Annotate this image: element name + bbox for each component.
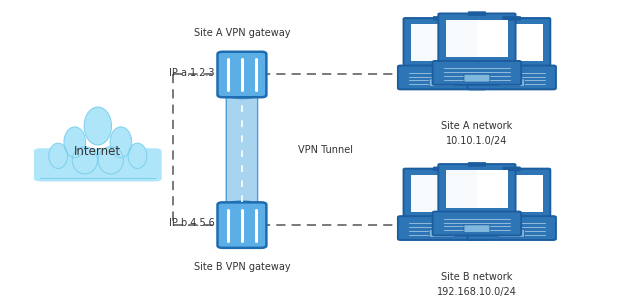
FancyBboxPatch shape: [217, 52, 266, 97]
FancyBboxPatch shape: [429, 230, 455, 237]
FancyBboxPatch shape: [411, 175, 442, 212]
FancyBboxPatch shape: [481, 175, 512, 212]
FancyBboxPatch shape: [404, 169, 481, 218]
Text: Site B VPN gateway: Site B VPN gateway: [193, 262, 290, 272]
FancyBboxPatch shape: [411, 24, 442, 61]
FancyBboxPatch shape: [404, 18, 481, 68]
Text: Site B network
192.168.10.0/24: Site B network 192.168.10.0/24: [437, 272, 517, 297]
FancyBboxPatch shape: [499, 79, 524, 87]
Text: VPN Tunnel: VPN Tunnel: [298, 145, 354, 155]
Ellipse shape: [49, 143, 68, 168]
Text: Internet: Internet: [74, 145, 121, 158]
FancyBboxPatch shape: [398, 66, 486, 89]
FancyBboxPatch shape: [433, 61, 521, 85]
Ellipse shape: [229, 201, 254, 206]
Text: Site A network
10.10.1.0/24: Site A network 10.10.1.0/24: [441, 121, 512, 146]
FancyBboxPatch shape: [481, 24, 512, 61]
FancyBboxPatch shape: [503, 16, 521, 20]
FancyBboxPatch shape: [433, 212, 521, 235]
FancyBboxPatch shape: [433, 16, 451, 20]
Text: Site A VPN gateway: Site A VPN gateway: [193, 28, 290, 38]
FancyBboxPatch shape: [468, 12, 485, 16]
FancyBboxPatch shape: [429, 79, 455, 87]
FancyBboxPatch shape: [467, 66, 556, 89]
Text: IP b.4.5.6: IP b.4.5.6: [169, 218, 215, 228]
FancyBboxPatch shape: [499, 230, 524, 237]
FancyBboxPatch shape: [473, 18, 550, 68]
FancyBboxPatch shape: [411, 24, 473, 61]
FancyBboxPatch shape: [226, 95, 257, 205]
FancyBboxPatch shape: [446, 20, 477, 57]
FancyBboxPatch shape: [473, 169, 550, 218]
Text: IP a.1.2.3: IP a.1.2.3: [170, 68, 215, 78]
FancyBboxPatch shape: [446, 20, 508, 57]
FancyBboxPatch shape: [438, 13, 516, 63]
FancyBboxPatch shape: [34, 148, 162, 181]
FancyBboxPatch shape: [411, 175, 473, 212]
FancyBboxPatch shape: [217, 202, 266, 248]
Ellipse shape: [110, 127, 132, 158]
Ellipse shape: [64, 127, 85, 158]
FancyBboxPatch shape: [464, 225, 490, 233]
FancyBboxPatch shape: [467, 216, 556, 240]
FancyBboxPatch shape: [398, 216, 486, 240]
Ellipse shape: [229, 94, 254, 98]
FancyBboxPatch shape: [481, 175, 543, 212]
Ellipse shape: [98, 147, 123, 174]
FancyBboxPatch shape: [438, 164, 516, 214]
FancyBboxPatch shape: [464, 74, 490, 82]
FancyBboxPatch shape: [446, 170, 477, 208]
Ellipse shape: [84, 107, 112, 145]
FancyBboxPatch shape: [481, 24, 543, 61]
Ellipse shape: [128, 143, 147, 168]
Ellipse shape: [72, 147, 97, 174]
FancyBboxPatch shape: [446, 170, 508, 208]
FancyBboxPatch shape: [468, 162, 485, 166]
FancyBboxPatch shape: [433, 167, 451, 171]
FancyBboxPatch shape: [503, 167, 521, 171]
